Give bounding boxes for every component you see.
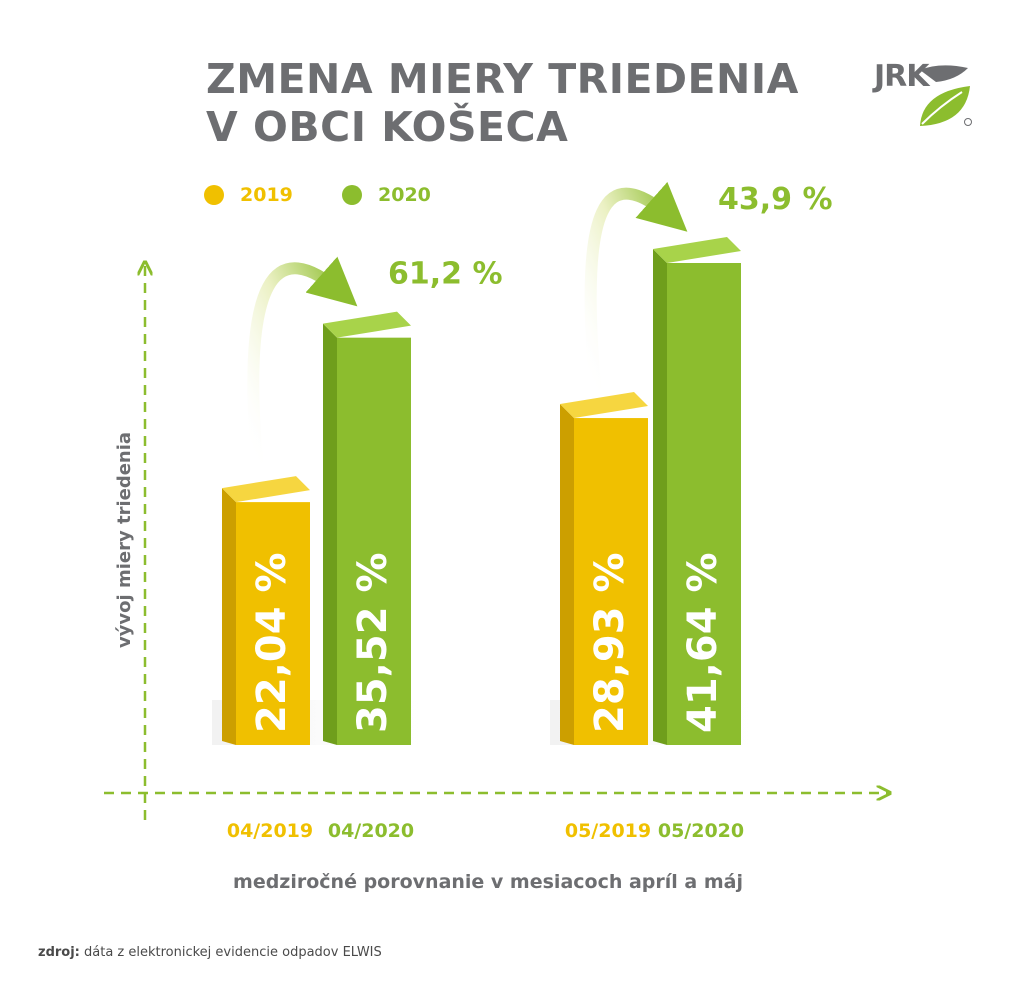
source-label: zdroj: (38, 945, 80, 960)
legend-2019: 2019 (204, 184, 293, 206)
bar-side (560, 404, 574, 745)
change-arrow (247, 256, 358, 468)
bar-04/2020: 35,52 % (323, 311, 411, 745)
y-axis-label: vývoj miery triedenia (114, 432, 135, 648)
x-tick-label: 05/2020 (658, 820, 744, 842)
bar-side (653, 249, 667, 745)
bar-value-label: 28,93 % (587, 552, 633, 733)
legend-2019-label: 2019 (240, 184, 293, 206)
svg-text:JRK: JRK (872, 59, 931, 94)
bar-04/2019: 22,04 % (222, 476, 310, 745)
jrk-logo: JRK (872, 59, 972, 126)
x-tick-label: 05/2019 (565, 820, 651, 842)
bar-front (574, 418, 648, 745)
bar-side (222, 488, 236, 745)
bar-top (323, 311, 411, 338)
x-tick-label: 04/2020 (328, 820, 414, 842)
source-text: dáta z elektronickej evidencie odpadov E… (79, 945, 382, 960)
bar-front (236, 502, 310, 745)
legend-2020-swatch (342, 185, 362, 205)
bar-side (323, 323, 337, 745)
source-note: zdroj: dáta z elektronickej evidencie od… (38, 945, 382, 960)
bar-top (653, 237, 741, 263)
bar-value-label: 41,64 % (680, 552, 726, 733)
title-line-2: V OBCI KOŠECA (206, 103, 569, 151)
bar-value-label: 22,04 % (249, 552, 295, 733)
x-tick-label: 04/2019 (227, 820, 313, 842)
change-label: 61,2 % (388, 257, 503, 292)
bar-top (222, 476, 310, 503)
change-arrow (584, 181, 688, 393)
bar-front (667, 263, 741, 745)
change-label: 43,9 % (718, 182, 833, 217)
bar-05/2019: 28,93 % (560, 392, 648, 745)
bar-05/2020: 41,64 % (653, 237, 741, 745)
bar-value-label: 35,52 % (350, 552, 396, 733)
title-line-1: ZMENA MIERY TRIEDENIA (206, 55, 799, 103)
legend-2020: 2020 (342, 184, 431, 206)
legend-2020-label: 2020 (378, 184, 431, 206)
chart-title: ZMENA MIERY TRIEDENIA V OBCI KOŠECA (206, 55, 799, 151)
legend-2019-swatch (204, 185, 224, 205)
bar-top (560, 392, 648, 419)
x-axis-label: medziročné porovnanie v mesiacoch apríl … (233, 871, 743, 893)
bar-front (337, 337, 411, 745)
